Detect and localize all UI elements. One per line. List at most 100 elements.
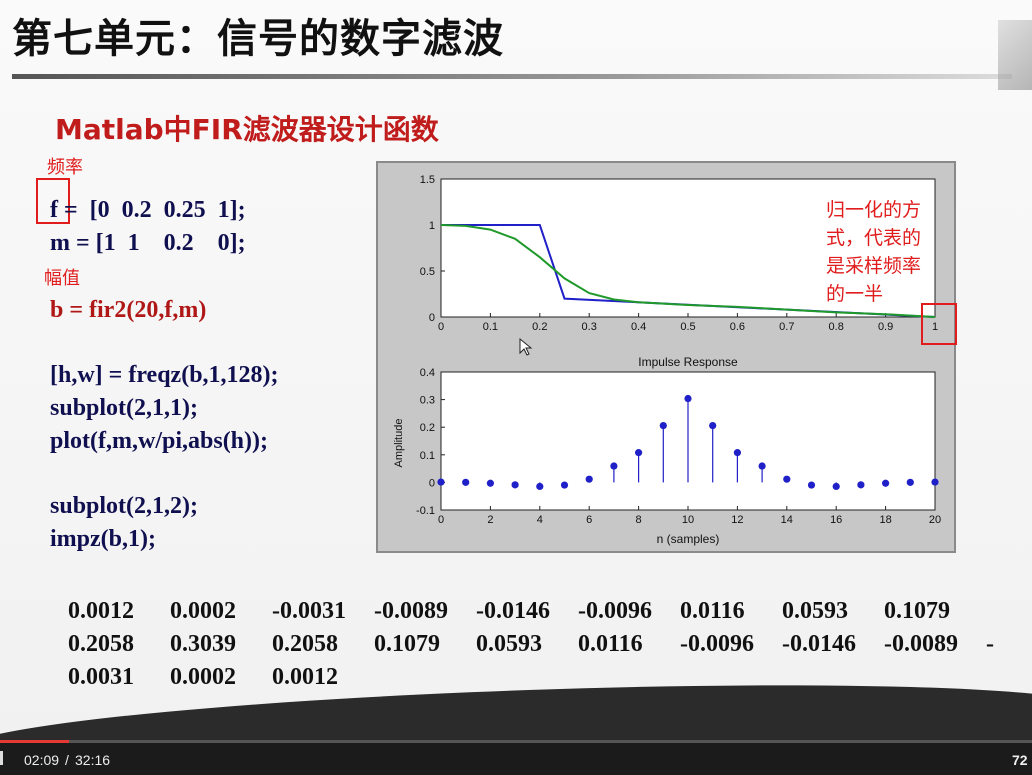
y-tick-label: 1.5 — [420, 174, 435, 186]
y-tick-label: 0.3 — [420, 395, 435, 407]
x-tick-label: 4 — [537, 514, 543, 526]
y-tick-label: 0.1 — [420, 450, 435, 462]
coefficient-value: 0.1079 — [884, 598, 950, 624]
coefficient-row: 0.0031 0.0002 0.0012 — [68, 664, 1006, 697]
x-tick-label: 0.2 — [532, 321, 547, 333]
code-line-subplot1: subplot(2,1,1); — [50, 395, 199, 421]
coefficient-value: 0.0012 — [68, 598, 134, 624]
coefficient-value: 0.2058 — [68, 631, 134, 657]
x-tick-label: 6 — [586, 514, 592, 526]
stem-marker — [486, 479, 494, 487]
coefficient-row: 0.0012 0.0002 -0.0031 -0.0089 -0.0146 -0.0096… — [68, 598, 1006, 631]
note-line: 式，代表的 — [826, 227, 922, 249]
coefficient-value: -0.0146 — [476, 598, 550, 624]
stem-marker — [511, 481, 519, 489]
impulse-ylabel: Amplitude — [393, 419, 405, 468]
series-line-1 — [440, 224, 936, 318]
stem-marker — [659, 421, 667, 430]
x-tick-label: 0.8 — [829, 321, 844, 333]
y-tick-label: 0.4 — [420, 367, 435, 379]
code-line-plot: plot(f,m,w/pi,abs(h)); — [50, 428, 269, 454]
coefficient-output: 0.0012 0.0002 - 0.0031 -0.0089 -0.0146 -0.0096… — [68, 598, 1006, 697]
note-line: 的一半 — [826, 283, 884, 305]
coefficient-value: 0.0031 — [68, 664, 134, 690]
normalized-highlight-box — [921, 303, 957, 345]
code-line-impz: impz(b,1); — [50, 526, 156, 552]
stem-marker — [758, 462, 766, 470]
code-line-fir2: b = fir2(20,f,m) — [50, 297, 207, 323]
x-tick-label: 20 — [929, 514, 941, 526]
x-tick-label: 0 — [438, 321, 444, 333]
coefficient-row: 0.2058 0.3039 0.2058 0.1079 0.0593 0.0116 -0.0… — [68, 631, 1006, 664]
x-tick-label: 1 — [932, 321, 938, 333]
x-tick-label: 16 — [830, 514, 842, 526]
video-player-bar[interactable]: 02:09 / 32:16 72 — [0, 740, 1032, 775]
duration: 32:16 — [75, 752, 111, 768]
stem-marker — [832, 482, 840, 491]
coefficient-value: - — [986, 631, 994, 657]
coefficient-value: -0.0089 — [374, 598, 448, 624]
stem-marker — [906, 478, 914, 486]
coefficient-value: 0.2058 — [272, 631, 338, 657]
coefficient-value: -0.0096 — [680, 631, 754, 657]
coefficient-value: -0.0146 — [782, 631, 856, 657]
stem-marker — [709, 421, 717, 430]
y-tick-label: 0.5 — [420, 266, 435, 278]
freq-highlight-box — [36, 178, 70, 224]
coefficient-value: 0.3039 — [170, 631, 236, 657]
code-line-freqz: [h,w] = freqz(b,1,128); — [50, 362, 279, 388]
slide-title: 第七单元：信号的数字滤波 — [12, 16, 504, 62]
x-tick-label: 0.5 — [680, 321, 695, 333]
y-tick-label: 0 — [429, 312, 435, 324]
progress-track[interactable] — [0, 740, 1032, 743]
x-tick-label: 18 — [879, 514, 891, 526]
y-tick-label: 0 — [429, 477, 435, 489]
x-tick-label: 10 — [682, 514, 694, 526]
impulse-title: Impulse Response — [638, 355, 738, 369]
x-tick-label: 0.1 — [483, 321, 498, 333]
x-tick-label: 0 — [438, 514, 444, 526]
stem-marker — [462, 478, 470, 486]
y-tick-label: 0.2 — [420, 422, 435, 434]
x-tick-label: 0.4 — [631, 321, 646, 333]
progress-fill — [0, 740, 70, 743]
code-line-f: f = [0 0.2 0.25 1]; — [50, 197, 246, 223]
slide-subtitle: Matlab中FIR滤波器设计函数 — [55, 113, 439, 146]
x-tick-label: 0.3 — [582, 321, 597, 333]
stem-marker — [536, 482, 544, 491]
x-tick-label: 0.7 — [779, 321, 794, 333]
title-divider — [12, 74, 1012, 79]
x-tick-label: 8 — [636, 514, 642, 526]
stem-marker — [684, 394, 692, 403]
stem-marker — [560, 481, 569, 489]
stem-marker — [931, 478, 939, 486]
stem-marker — [857, 481, 865, 489]
mouse-cursor-icon — [519, 337, 533, 356]
y-tick-label: -0.1 — [416, 505, 435, 517]
current-time: 02:09 — [24, 752, 60, 768]
coefficient-value: 0.0593 — [476, 631, 542, 657]
stem-marker — [807, 481, 816, 489]
code-line-m: m = [1 1 0.2 0]; — [50, 230, 246, 256]
stem-marker — [882, 479, 890, 487]
note-line: 归一化的方 — [826, 199, 922, 221]
stem-marker — [733, 449, 741, 457]
note-line: 是采样频率 — [826, 255, 922, 277]
coefficient-value: 0.0116 — [680, 598, 745, 624]
y-tick-label: 1 — [429, 220, 435, 232]
freq-annotation: 频率 — [47, 157, 83, 178]
coefficient-value: 0.0002 — [170, 598, 236, 624]
x-tick-label: 0.9 — [878, 321, 893, 333]
coefficient-value: -0.0096 — [578, 598, 652, 624]
code-line-subplot2: subplot(2,1,2); — [50, 493, 199, 519]
x-tick-label: 12 — [731, 514, 743, 526]
matlab-figure: 0 0.1 0.2 0.3 0.4 0.5 0.6 0.7 0.8 0.9 1 0 0.5 1 1.5 0 2 4… — [376, 161, 956, 553]
stem-marker — [635, 449, 643, 457]
coefficient-value: 0.0012 — [272, 664, 338, 690]
play-pause-icon[interactable] — [0, 751, 6, 765]
stem-marker — [783, 475, 791, 483]
coefficient-value: 0.0593 — [782, 598, 848, 624]
plot-area-0 — [440, 178, 936, 318]
figure-canvas: 0 0.1 0.2 0.3 0.4 0.5 0.6 0.7 0.8 0.9 100.511.50 2 4… — [393, 174, 941, 546]
coefficient-value: 0.0002 — [170, 664, 236, 690]
